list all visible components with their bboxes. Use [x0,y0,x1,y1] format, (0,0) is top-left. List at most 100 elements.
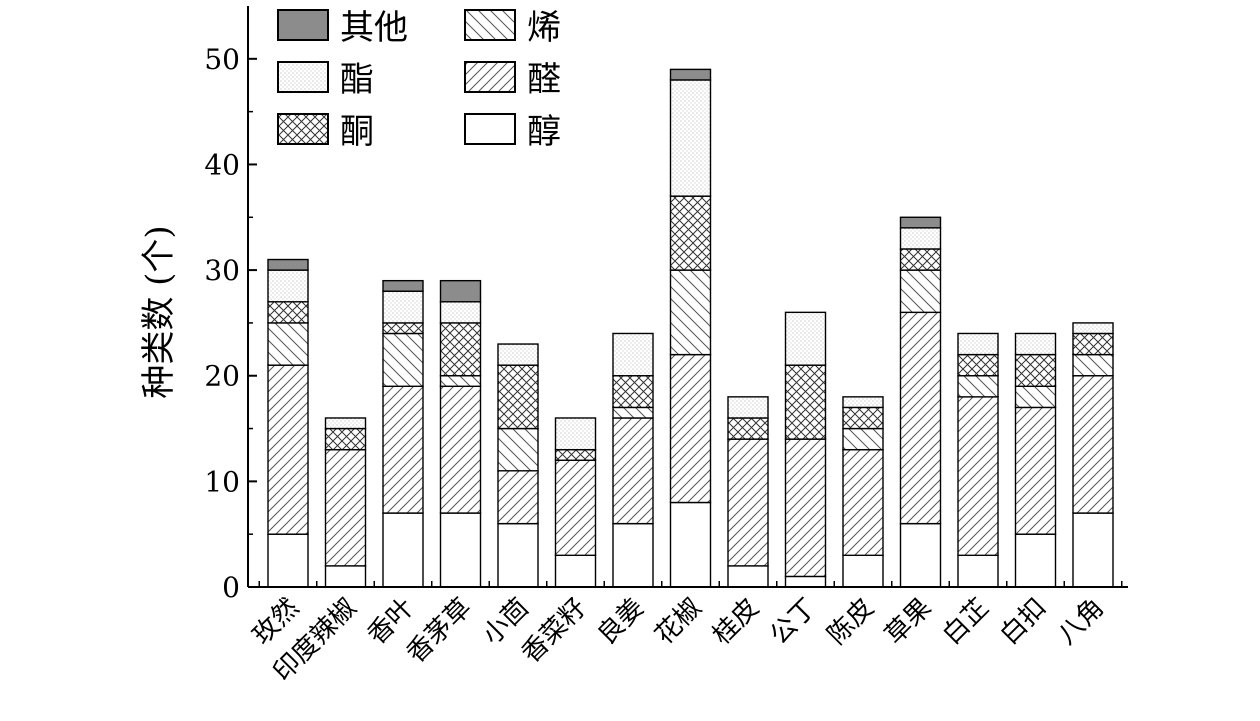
category-label: 陈皮 [822,593,880,651]
bar-stack-7 [612,332,654,588]
legend-swatch-dots [277,61,329,93]
legend-item: 酯 [277,60,374,100]
bar-segment-dots-5 [497,343,539,366]
bar-segment-diag-back-12 [899,269,942,314]
y-tick-label: 40 [204,148,240,181]
bar-segment-diag-fwd-6 [554,459,597,557]
bar-segment-plain-3 [382,512,424,588]
bar-segment-crosshatch-15 [1072,332,1114,356]
bar-segment-diag-back-8 [669,269,712,356]
bar-stack-8 [669,68,712,588]
bar-segment-dots-8 [669,79,712,197]
bar-stack-13 [957,332,999,588]
bar-segment-dots-10 [784,311,827,366]
bar-segment-dots-12 [899,227,942,250]
legend: 其他 烯酯 醛酮 醇 [277,8,561,152]
bar-segment-plain-13 [957,554,999,588]
category-label: 白扣 [994,593,1052,651]
bar-segment-crosshatch-14 [1014,353,1057,387]
bar-stack-11 [842,396,884,588]
bar-segment-plain-14 [1014,533,1057,588]
legend-item: 烯 [464,8,561,48]
category-label: 花椒 [649,593,707,651]
y-tick-label: 30 [204,254,240,287]
bar-segment-plain-15 [1072,512,1114,588]
bar-segment-gray-12 [899,216,942,229]
bar-segment-crosshatch-8 [669,195,712,271]
legend-label: 酮 [340,112,374,152]
category-label: 香茅草 [401,593,477,669]
bar-segment-diag-back-4 [439,375,482,387]
bar-segment-crosshatch-13 [957,353,999,377]
bar-segment-plain-8 [669,501,712,588]
bar-stack-9 [727,396,769,588]
bar-segment-diag-fwd-10 [784,438,827,578]
bar-stack-4 [439,279,482,588]
legend-label: 酯 [340,60,374,100]
bar-stack-6 [554,417,597,588]
bar-segment-gray-4 [439,279,482,303]
legend-swatch-plain [464,113,516,145]
category-label: 草果 [879,593,937,651]
category-label: 香菜籽 [516,593,592,669]
bar-segment-diag-fwd-9 [727,438,769,567]
legend-swatch-gray [277,9,329,41]
bar-segment-diag-back-15 [1072,353,1114,377]
bar-stack-2 [324,417,367,588]
y-tick-label: 0 [222,571,240,604]
bar-segment-crosshatch-10 [784,364,827,440]
bar-segment-gray-8 [669,68,712,81]
bar-segment-diag-back-5 [497,427,539,472]
bar-stack-10 [784,311,827,588]
legend-swatch-diag-back [464,9,516,41]
bar-segment-dots-7 [612,332,654,377]
bar-segment-dots-4 [439,301,482,324]
bar-segment-crosshatch-5 [497,364,539,430]
bar-segment-plain-4 [439,512,482,588]
bar-segment-crosshatch-4 [439,322,482,377]
bar-segment-dots-13 [957,332,999,356]
legend-swatch-crosshatch [277,113,329,145]
y-tick-label: 50 [204,43,240,76]
bar-segment-dots-1 [267,269,309,303]
bar-segment-diag-fwd-15 [1072,375,1114,514]
bar-segment-diag-fwd-4 [439,385,482,514]
bar-segment-diag-fwd-12 [899,311,942,525]
bar-segment-crosshatch-2 [324,427,367,451]
bar-segment-crosshatch-6 [554,448,597,461]
bar-segment-gray-3 [382,279,424,292]
bar-segment-plain-1 [267,533,309,588]
category-label: 公丁 [764,593,822,651]
bar-stack-3 [382,279,424,588]
axes: 0 10 20 30 40 50 [204,6,1128,604]
bar-segment-plain-12 [899,522,942,588]
legend-label: 其他 [340,8,408,48]
bar-segment-diag-back-14 [1014,385,1057,409]
bar-segment-crosshatch-9 [727,417,769,440]
bar-segment-gray-1 [267,258,309,271]
category-label: 八角 [1052,593,1110,651]
bar-segment-diag-fwd-5 [497,470,539,525]
bar-segment-diag-fwd-11 [842,448,884,557]
bar-segment-diag-back-13 [957,375,999,398]
legend-item: 醇 [464,112,561,152]
bar-segment-dots-15 [1072,322,1114,335]
bar-segment-plain-2 [324,565,367,588]
legend-label: 烯 [527,8,561,48]
bar-segment-diag-fwd-2 [324,448,367,567]
legend-label: 醛 [527,60,561,100]
y-tick-label: 10 [204,465,240,498]
bar-segment-diag-back-7 [612,406,654,419]
bar-segment-diag-back-3 [382,332,424,387]
y-tick-label: 20 [204,360,240,393]
bar-segment-plain-5 [497,522,539,588]
bar-segment-diag-fwd-1 [267,364,309,535]
bar-segment-diag-fwd-8 [669,353,712,504]
bar-segment-dots-3 [382,290,424,324]
bar-segment-crosshatch-1 [267,301,309,324]
bar-segment-dots-2 [324,417,367,430]
legend-swatch-diag-fwd [464,61,516,93]
bar-segment-dots-6 [554,417,597,451]
